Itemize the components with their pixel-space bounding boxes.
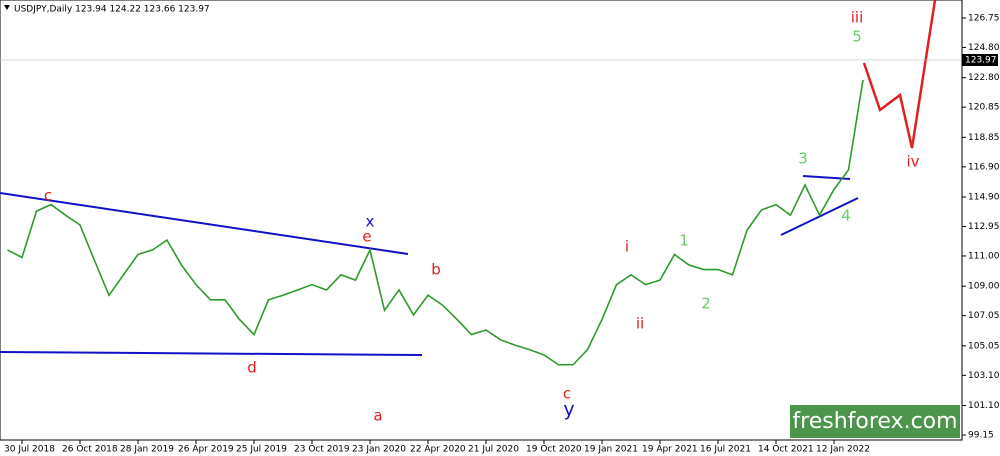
price-line xyxy=(7,79,864,366)
y-tick-label: 99.15 xyxy=(968,431,994,441)
wave-label: x xyxy=(366,213,375,231)
y-tick-label: 116.90 xyxy=(968,162,1000,172)
wave-label: a xyxy=(373,407,382,425)
wave-label: d xyxy=(247,359,257,377)
wave-label: 4 xyxy=(841,207,851,225)
wave-label: b xyxy=(431,261,441,279)
last-price-label: 123.97 xyxy=(965,55,997,65)
wave-label: 1 xyxy=(679,232,689,250)
y-tick-label: 111.00 xyxy=(968,251,1000,261)
wave-label: y xyxy=(563,399,574,421)
x-tick-label: 19 Oct 2020 xyxy=(526,445,582,455)
x-tick-label: 16 Jul 2021 xyxy=(700,445,751,455)
y-tick-label: 105.05 xyxy=(968,341,1000,351)
x-tick-label: 23 Jan 2020 xyxy=(352,445,406,455)
y-tick-label: 101.10 xyxy=(968,401,1000,411)
x-tick-label: 19 Apr 2021 xyxy=(642,445,698,455)
watermark-box xyxy=(790,405,960,438)
x-tick-label: 19 Jan 2021 xyxy=(584,445,638,455)
wave-label: 2 xyxy=(701,295,711,313)
wave-label: 5 xyxy=(852,28,862,46)
last-price-box xyxy=(962,53,998,66)
x-tick-label: 22 Apr 2020 xyxy=(410,445,466,455)
y-tick-label: 103.10 xyxy=(968,371,1000,381)
x-tick-label: 12 Jan 2022 xyxy=(816,445,870,455)
title-icon xyxy=(4,5,10,10)
x-tick-label: 14 Oct 2021 xyxy=(758,445,814,455)
x-tick-label: 30 Jul 2018 xyxy=(4,445,55,455)
x-tick-label: 25 Jul 2019 xyxy=(236,445,287,455)
x-tick-label: 26 Oct 2018 xyxy=(62,445,118,455)
x-tick-label: 21 Jul 2020 xyxy=(468,445,519,455)
x-tick-label: 23 Oct 2019 xyxy=(294,445,350,455)
y-tick-label: 122.80 xyxy=(968,73,1000,83)
wave-label: i xyxy=(625,238,629,256)
wave-label: ii xyxy=(636,315,644,333)
wave-label: c xyxy=(563,385,571,403)
wave-label: e xyxy=(362,228,371,246)
y-tick-label: 114.90 xyxy=(968,193,1000,203)
x-tick-label: 26 Apr 2019 xyxy=(178,445,234,455)
trend-line xyxy=(0,192,409,255)
wave-label: iii xyxy=(851,9,864,27)
y-tick-label: 124.80 xyxy=(968,43,1000,53)
plot-area xyxy=(0,0,963,441)
projection-line xyxy=(862,0,937,149)
wave-label: c xyxy=(44,187,52,205)
y-tick-label: 112.95 xyxy=(968,222,1000,232)
chart-title: USDJPY,Daily 123.94 124.22 123.66 123.97 xyxy=(14,5,210,15)
wave-label: iv xyxy=(906,153,919,171)
wave-label: 3 xyxy=(798,150,808,168)
y-tick-label: 109.00 xyxy=(968,282,1000,292)
trend-line xyxy=(0,351,423,356)
y-tick-label: 120.85 xyxy=(968,103,1000,113)
y-tick-label: 118.85 xyxy=(968,133,1000,143)
y-tick-label: 126.75 xyxy=(968,13,1000,23)
x-tick-label: 28 Jan 2019 xyxy=(120,445,174,455)
y-tick-label: 107.05 xyxy=(968,311,1000,321)
watermark: freshforex.com xyxy=(792,409,957,434)
